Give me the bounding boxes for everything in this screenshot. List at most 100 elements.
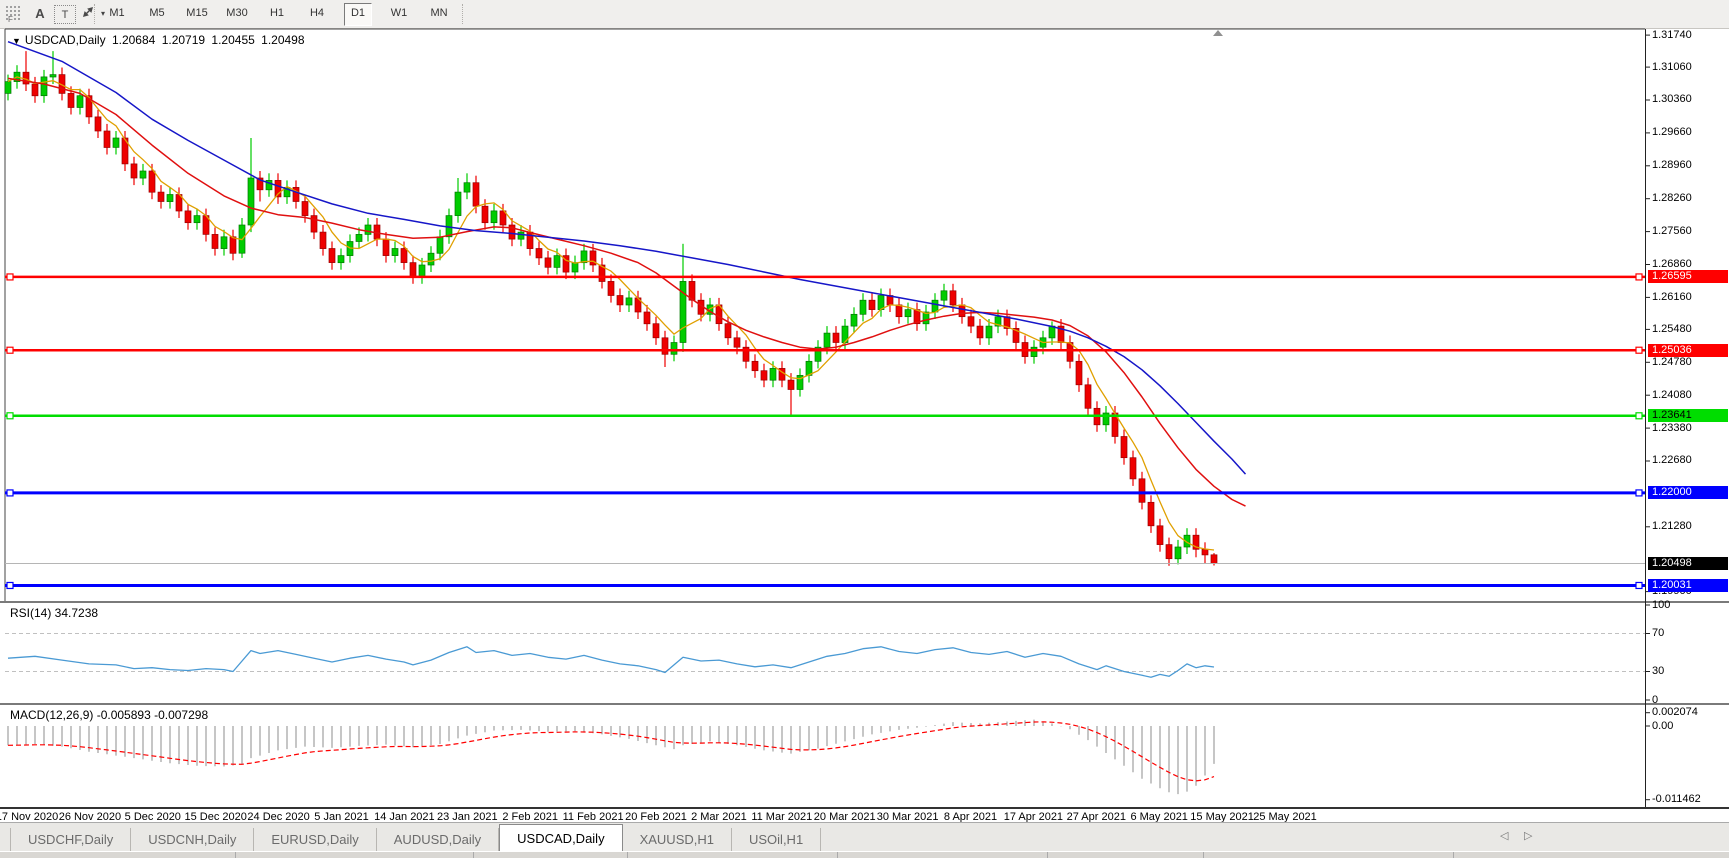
candle-body <box>733 337 741 348</box>
candle-body <box>274 180 282 198</box>
macd-signal-line <box>7 721 1215 782</box>
candle-body <box>1174 546 1182 560</box>
candle-body <box>49 74 57 78</box>
timeframe-button-H4[interactable]: H4 <box>309 7 325 19</box>
chart-tab-USDCAD-Daily[interactable]: USDCAD,Daily <box>499 824 623 852</box>
status-pane-separator <box>235 852 236 858</box>
line-handle[interactable] <box>6 412 14 420</box>
candle-body <box>409 262 417 278</box>
candle-body <box>490 210 498 224</box>
chart-tab-USDCNH-Daily[interactable]: USDCNH,Daily <box>131 828 255 852</box>
cursor-arrows-icon[interactable] <box>80 4 98 23</box>
candle-body <box>112 137 120 148</box>
candle-body <box>868 299 876 310</box>
timeframe-button-M15[interactable]: M15 <box>186 7 208 19</box>
date-tick-label: 14 Jan 2021 <box>374 811 435 823</box>
price-tick-label: 1.24080 <box>1652 388 1692 401</box>
chart-tab-XAUUSD-H1[interactable]: XAUUSD,H1 <box>623 828 732 852</box>
line-handle[interactable] <box>6 346 14 354</box>
candle-body <box>85 95 93 118</box>
timeframe-button-MN[interactable]: MN <box>430 7 448 19</box>
candle-body <box>949 290 957 306</box>
candle-body <box>724 323 732 339</box>
price-tick-label: 1.28960 <box>1652 159 1692 172</box>
chart-tab-AUDUSD-Daily[interactable]: AUDUSD,Daily <box>377 828 500 852</box>
candle-body <box>265 180 273 191</box>
line-handle[interactable] <box>1635 412 1643 420</box>
rsi-tick-label: 100 <box>1652 598 1671 611</box>
rsi-label: RSI(14) 34.7238 <box>10 606 99 620</box>
timeframe-button-W1[interactable]: W1 <box>390 7 408 19</box>
chart-tab-USDCHF-Daily[interactable]: USDCHF,Daily <box>10 828 132 852</box>
candle-body <box>679 281 687 343</box>
rsi-line <box>7 646 1215 678</box>
tab-scroll-right-icon[interactable]: ▷ <box>1524 830 1533 842</box>
candle-body <box>895 304 903 318</box>
candle-body <box>310 215 318 233</box>
candle-body <box>976 325 984 339</box>
price-tick-label: 1.25480 <box>1652 322 1692 335</box>
candle-body <box>985 325 993 339</box>
chart-tab-EURUSD-Daily[interactable]: EURUSD,Daily <box>254 828 377 852</box>
candle-body <box>463 182 471 193</box>
line-handle[interactable] <box>1635 346 1643 354</box>
timeframe-button-D1[interactable]: D1 <box>344 3 372 26</box>
date-tick-label: 5 Jan 2021 <box>314 811 369 823</box>
chevron-down-icon[interactable]: ▾ <box>100 9 105 18</box>
candle-body <box>544 257 552 268</box>
arrows-icon <box>82 6 94 18</box>
timeframe-row: M1 M5 M15 M30 H1 H4 D1 W1 MN <box>100 3 456 26</box>
candle-body <box>292 187 300 202</box>
chart-tab-USOil-H1[interactable]: USOil,H1 <box>732 828 822 852</box>
rsi-tick-label: 70 <box>1652 627 1665 639</box>
chart-shift-marker-icon[interactable] <box>1213 30 1223 36</box>
text-tool-icon[interactable]: T <box>54 5 76 24</box>
candle-body <box>40 76 48 97</box>
candle-body <box>418 264 426 278</box>
candle-body <box>319 231 327 249</box>
candle-body <box>571 262 579 273</box>
timeframe-button-M1[interactable]: M1 <box>109 7 125 19</box>
date-tick-label: 15 Dec 2020 <box>184 811 247 823</box>
candle-body <box>796 375 804 390</box>
price-tick-label: 1.21280 <box>1652 520 1692 533</box>
candle-body <box>391 248 399 256</box>
price-tick-label: 1.23380 <box>1652 421 1692 434</box>
date-tick-label: 20 Mar 2021 <box>813 811 876 823</box>
collapse-triangle-icon[interactable]: ▼ <box>12 36 21 46</box>
candle-body <box>1030 346 1038 357</box>
candle-body <box>751 360 759 372</box>
candle-body <box>103 130 111 148</box>
macd-panel-separator[interactable] <box>0 703 1729 705</box>
candle-body <box>130 163 138 179</box>
line-handle[interactable] <box>1635 489 1643 497</box>
line-handle[interactable] <box>6 581 14 590</box>
candle-body <box>121 137 129 165</box>
timeframe-button-M5[interactable]: M5 <box>149 7 165 19</box>
ma-fast-line <box>7 76 1215 551</box>
date-tick-label: 30 Mar 2021 <box>876 811 939 823</box>
candle-body <box>211 234 219 249</box>
candle-body <box>670 342 678 355</box>
tab-scroll-left-icon[interactable]: ◁ <box>1500 830 1509 842</box>
candle-body <box>427 252 435 266</box>
timeframe-button-H1[interactable]: H1 <box>269 7 285 19</box>
font-tool-icon[interactable]: A <box>35 6 45 21</box>
date-tick-label: 11 Mar 2021 <box>751 811 813 823</box>
line-handle[interactable] <box>6 273 14 281</box>
status-pane-separator <box>837 852 838 858</box>
line-handle[interactable] <box>1635 581 1643 590</box>
rsi-panel-separator[interactable] <box>0 601 1729 603</box>
candle-body <box>823 332 831 348</box>
line-handle[interactable] <box>6 489 14 497</box>
line-handle[interactable] <box>1635 273 1643 281</box>
candle-body <box>832 332 840 343</box>
date-tick-label: 23 Jan 2021 <box>437 811 498 823</box>
candle-body <box>958 304 966 318</box>
candle-body <box>967 316 975 327</box>
timeframe-button-M30[interactable]: M30 <box>226 7 248 19</box>
candle-body <box>1120 436 1128 459</box>
date-tick-label: 2 Feb 2021 <box>502 811 559 823</box>
candle-body <box>1075 360 1083 386</box>
